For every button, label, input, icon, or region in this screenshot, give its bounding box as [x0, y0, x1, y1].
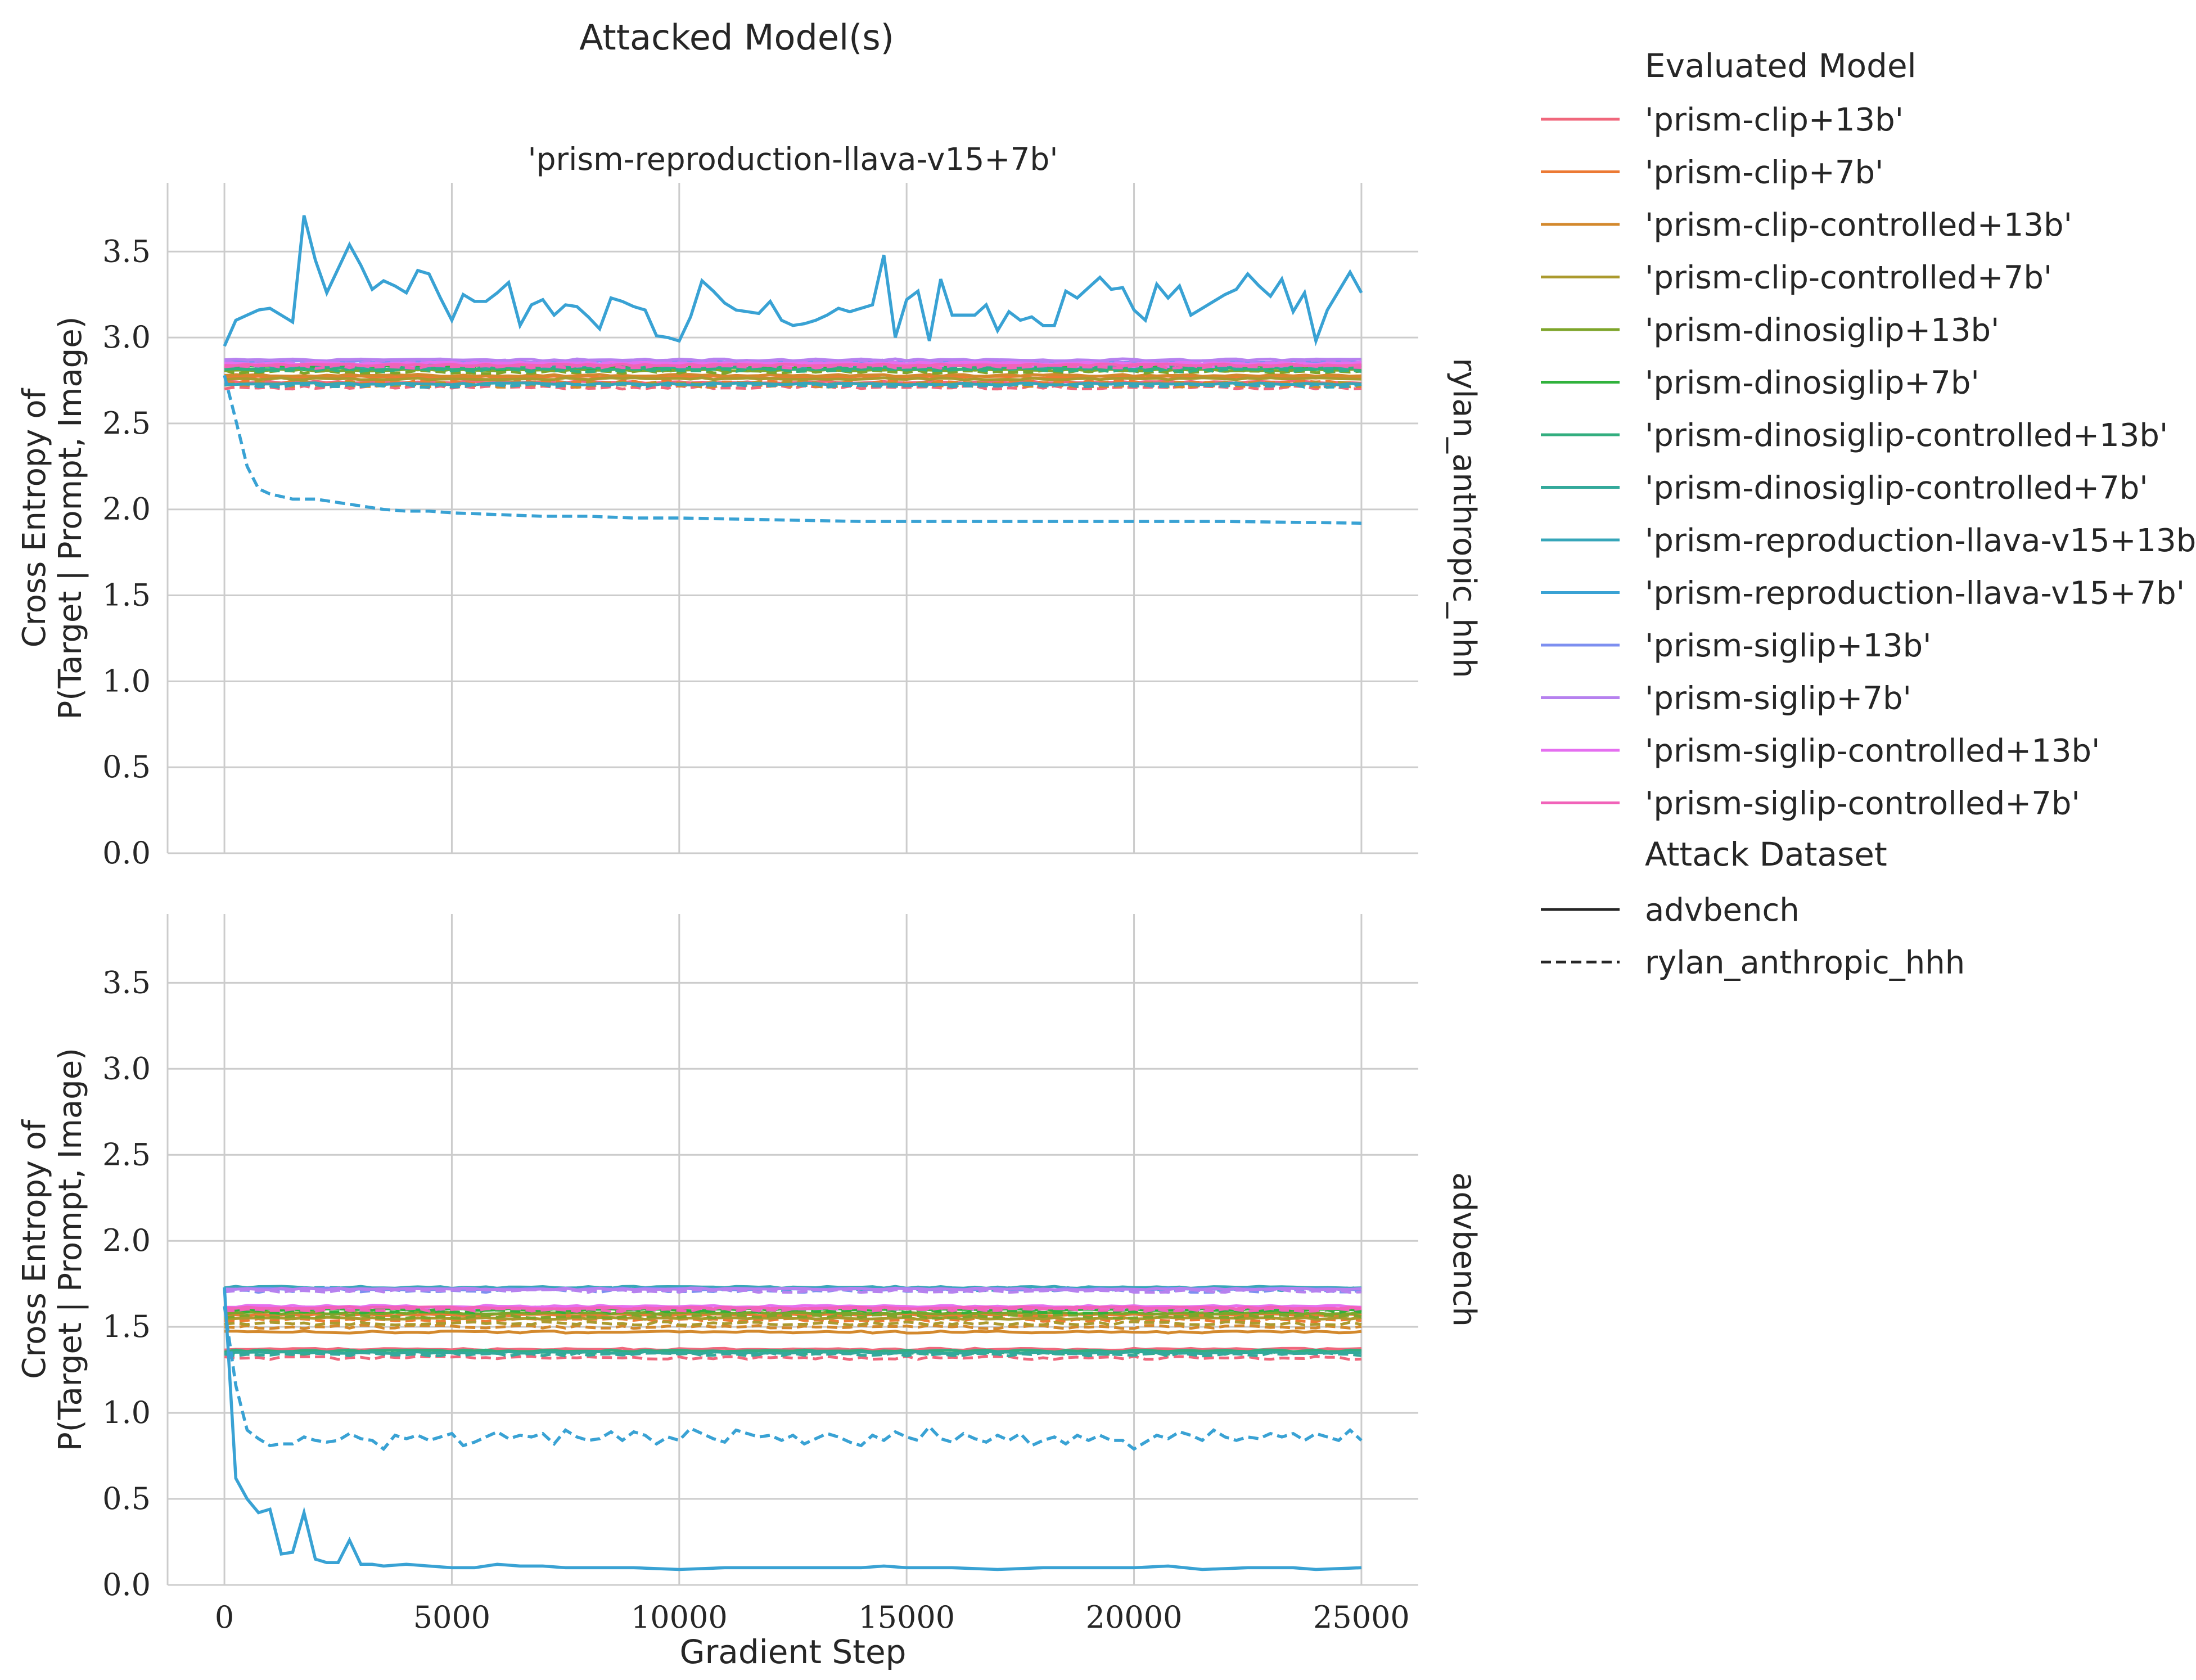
legend-entry: 'prism-clip-controlled+13b'	[1645, 207, 2072, 244]
legend-entry: 'prism-siglip-controlled+13b'	[1645, 733, 2100, 769]
series-line	[224, 1320, 1362, 1327]
series-line	[224, 379, 1362, 386]
legend-title-model: Evaluated Model	[1645, 47, 1917, 85]
series-line	[224, 1308, 1362, 1315]
series-line	[224, 1306, 1362, 1313]
legend-entry: 'prism-clip-controlled+7b'	[1645, 260, 2052, 296]
legend-entry: 'prism-dinosiglip+7b'	[1645, 365, 1979, 402]
y-axis-label: Cross Entropy ofP(Target | Prompt, Image…	[16, 316, 89, 719]
y-tick-label: 3.5	[102, 965, 151, 1000]
panel-top: 0.0 0.5 1.0 1.5 2.0 2.5 3.0 3.5 Cross Entropy of…	[16, 183, 1482, 871]
series-line	[224, 1310, 1362, 1316]
y-axis-label-line-1: Cross Entropy of	[16, 1119, 53, 1379]
column-title: 'prism-reproduction-llava-v15+7b'	[528, 141, 1058, 177]
y-axis-label-line-1: Cross Entropy of	[16, 388, 53, 647]
series-line	[224, 376, 1361, 381]
series-line	[224, 382, 1362, 389]
series-line	[224, 357, 1361, 363]
legend-entry: 'prism-clip+13b'	[1645, 102, 1904, 138]
legend-entry: 'prism-dinosiglip-controlled+13b'	[1645, 417, 2168, 454]
legend-entry: 'prism-dinosiglip+13b'	[1645, 312, 1999, 349]
series-line	[224, 372, 1361, 378]
x-tick-label: 5000	[413, 1600, 490, 1635]
series-line	[224, 1330, 1362, 1335]
y-tick-label: 0.5	[102, 1481, 151, 1516]
legend-entry: advbench	[1645, 892, 1800, 929]
legend-entry: 'prism-siglip-controlled+7b'	[1645, 786, 2080, 822]
x-tick-label: 0	[215, 1600, 234, 1635]
legend-entry: 'prism-reproduction-llava-v15+7b'	[1645, 575, 2185, 612]
x-tick-label: 10000	[631, 1600, 728, 1635]
series-line	[224, 381, 1362, 386]
y-tick-label: 3.5	[102, 233, 151, 269]
legend-entry: 'prism-siglip+13b'	[1645, 628, 1932, 664]
y-tick-label: 0.5	[102, 749, 151, 785]
legend-entry: 'prism-clip+7b'	[1645, 155, 1883, 191]
y-tick-label: 2.5	[102, 1137, 151, 1172]
y-axis-label-line-2: P(Target | Prompt, Image)	[52, 1048, 89, 1451]
legend-entry: 'prism-reproduction-llava-v15+13b'	[1645, 523, 2196, 559]
series-line	[223, 1287, 1362, 1571]
series-line	[224, 1354, 1362, 1361]
x-tick-label: 20000	[1086, 1600, 1183, 1635]
figure-suptitle: Attacked Model(s)	[579, 17, 894, 58]
y-tick-label: 1.0	[102, 1395, 151, 1430]
series-line	[224, 362, 1361, 368]
series-line	[224, 1350, 1361, 1355]
series-line	[224, 1313, 1362, 1320]
row-label: advbench	[1446, 1172, 1482, 1327]
x-tick-label: 15000	[858, 1600, 955, 1635]
y-tick-label: 2.0	[102, 492, 151, 527]
y-tick-label: 2.5	[102, 406, 151, 441]
y-tick-label: 3.0	[102, 319, 151, 355]
legend-entry: rylan_anthropic_hhh	[1645, 945, 1965, 981]
y-tick-label: 2.0	[102, 1223, 151, 1258]
y-tick-label: 1.5	[102, 578, 151, 613]
series-line	[223, 375, 1361, 525]
y-tick-label: 3.0	[102, 1051, 151, 1086]
legend: Evaluated Model 'prism-clip+13b' 'prism-cl…	[1541, 47, 2196, 981]
series-line	[224, 1287, 1362, 1294]
y-axis-label-line-2: P(Target | Prompt, Image)	[52, 316, 89, 719]
series-line	[224, 1351, 1362, 1358]
y-axis-label: Cross Entropy ofP(Target | Prompt, Image…	[16, 1048, 89, 1451]
legend-title-dataset: Attack Dataset	[1645, 835, 1887, 873]
series-line	[224, 368, 1362, 375]
series-line	[224, 1348, 1361, 1354]
series-line	[224, 1286, 1362, 1292]
series-line	[224, 363, 1361, 370]
x-axis-label: Gradient Step	[680, 1633, 907, 1671]
panel-bottom: 0.0 0.5 1.0 1.5 2.0 2.5 3.0 3.5 0 5000 10000 15000 2…	[16, 914, 1482, 1635]
row-label: rylan_anthropic_hhh	[1446, 358, 1482, 678]
legend-entry: 'prism-siglip+7b'	[1645, 681, 1911, 717]
y-tick-label: 0.0	[102, 1567, 151, 1602]
legend-entry: 'prism-dinosiglip-controlled+7b'	[1645, 470, 2148, 507]
y-tick-label: 0.0	[102, 835, 151, 871]
y-tick-label: 1.5	[102, 1309, 151, 1344]
series-line	[224, 358, 1362, 365]
x-tick-label: 25000	[1313, 1600, 1410, 1635]
series-line	[223, 215, 1363, 347]
series-line	[223, 1306, 1363, 1452]
y-tick-label: 1.0	[102, 663, 151, 699]
